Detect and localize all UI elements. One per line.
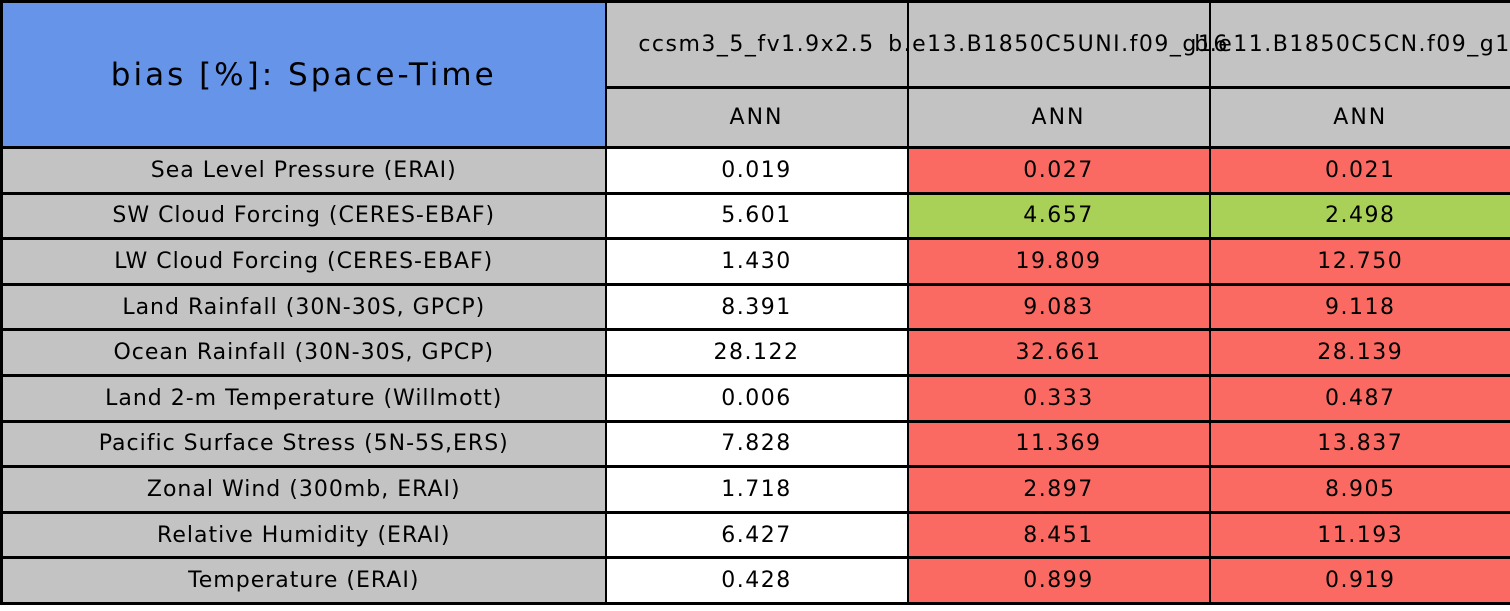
row-label: Relative Humidity (ERAI) [0, 510, 607, 560]
column-header-model-2: b.e13.B1850C5UNI.f09_g16 [888, 0, 1227, 89]
value-cell: 6.427 [604, 510, 909, 560]
table-row: Temperature (ERAI) 0.428 0.899 0.919 [0, 556, 1510, 605]
column-header-season-3: ANN [1208, 86, 1510, 149]
value-cell: 1.718 [604, 465, 909, 514]
value-cell: 13.837 [1208, 419, 1510, 469]
value-cell: 0.006 [604, 373, 909, 423]
table-title-cell: bias [%]: Space-Time [0, 0, 607, 149]
value-cell: 12.750 [1208, 237, 1510, 286]
value-cell: 5.601 [604, 191, 909, 241]
table-row: Land Rainfall (30N-30S, GPCP) 8.391 9.08… [0, 282, 1510, 332]
header-row-seasons: ANN ANN ANN [2, 86, 1510, 149]
table-row: LW Cloud Forcing (CERES-EBAF) 1.430 19.8… [0, 237, 1510, 286]
row-label: Zonal Wind (300mb, ERAI) [0, 465, 607, 514]
row-label: Land Rainfall (30N-30S, GPCP) [0, 282, 607, 332]
value-cell: 2.498 [1208, 191, 1510, 241]
value-cell: 1.430 [604, 237, 909, 286]
value-cell: 11.193 [1208, 510, 1510, 560]
column-header-model-1: ccsm3_5_fv1.9x2.5 [604, 0, 909, 89]
row-label: SW Cloud Forcing (CERES-EBAF) [0, 191, 607, 241]
row-label: LW Cloud Forcing (CERES-EBAF) [0, 237, 607, 286]
model-name-label: b.e13.B1850C5UNI.f09_g16 [888, 32, 1229, 57]
table-body: Sea Level Pressure (ERAI) 0.019 0.027 0.… [0, 146, 1510, 605]
value-cell: 0.899 [906, 556, 1211, 605]
value-cell: 2.897 [906, 465, 1211, 514]
value-cell: 8.905 [1208, 465, 1510, 514]
value-cell: 28.139 [1208, 328, 1510, 377]
value-cell: 4.657 [906, 191, 1211, 241]
header-row-models: bias [%]: Space-Time ccsm3_5_fv1.9x2.5 b… [0, 0, 1510, 149]
table-row: Ocean Rainfall (30N-30S, GPCP) 28.122 32… [0, 328, 1510, 377]
row-label: Ocean Rainfall (30N-30S, GPCP) [0, 328, 607, 377]
column-header-season-1: ANN [604, 86, 909, 149]
table-row: Land 2-m Temperature (Willmott) 0.006 0.… [0, 373, 1510, 423]
value-cell: 8.451 [906, 510, 1211, 560]
value-cell: 11.369 [906, 419, 1211, 469]
column-header-season-2: ANN [906, 86, 1211, 149]
value-cell: 8.391 [604, 282, 909, 332]
table-row: Sea Level Pressure (ERAI) 0.019 0.027 0.… [0, 146, 1510, 195]
table-row: SW Cloud Forcing (CERES-EBAF) 5.601 4.65… [0, 191, 1510, 241]
table-row: Pacific Surface Stress (5N-5S,ERS) 7.828… [0, 419, 1510, 469]
value-cell: 0.487 [1208, 373, 1510, 423]
column-header-model-3: b.e11.B1850C5CN.f09_g16 [1194, 0, 1510, 89]
value-cell: 0.027 [906, 146, 1211, 195]
table-title: bias [%]: Space-Time [110, 56, 497, 93]
value-cell: 0.021 [1208, 146, 1510, 195]
row-label: Sea Level Pressure (ERAI) [0, 146, 607, 195]
row-label: Temperature (ERAI) [0, 556, 607, 605]
value-cell: 0.019 [604, 146, 909, 195]
table-row: Zonal Wind (300mb, ERAI) 1.718 2.897 8.9… [0, 465, 1510, 514]
value-cell: 0.333 [906, 373, 1211, 423]
value-cell: 9.083 [906, 282, 1211, 332]
value-cell: 0.919 [1208, 556, 1510, 605]
value-cell: 19.809 [906, 237, 1211, 286]
row-label: Land 2-m Temperature (Willmott) [0, 373, 607, 423]
table-row: Relative Humidity (ERAI) 6.427 8.451 11.… [0, 510, 1510, 560]
value-cell: 7.828 [604, 419, 909, 469]
value-cell: 28.122 [604, 328, 909, 377]
model-name-label: ccsm3_5_fv1.9x2.5 [638, 32, 875, 57]
value-cell: 9.118 [1208, 282, 1510, 332]
value-cell: 0.428 [604, 556, 909, 605]
model-name-label: b.e11.B1850C5CN.f09_g16 [1194, 32, 1510, 57]
row-label: Pacific Surface Stress (5N-5S,ERS) [0, 419, 607, 469]
value-cell: 32.661 [906, 328, 1211, 377]
